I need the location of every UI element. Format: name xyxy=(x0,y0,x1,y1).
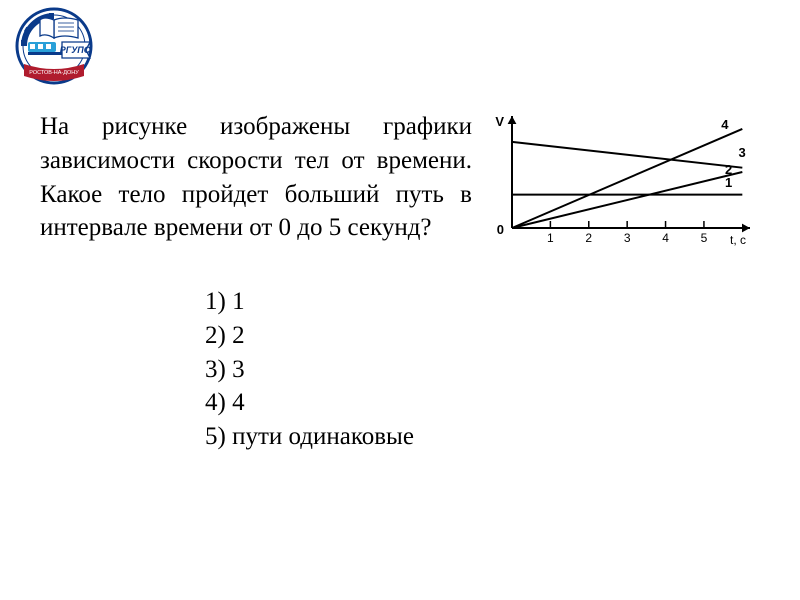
svg-text:4: 4 xyxy=(721,117,729,132)
svg-text:0: 0 xyxy=(497,222,504,237)
option-num: 4) xyxy=(205,389,226,416)
svg-text:РОСТОВ-НА-ДОНУ: РОСТОВ-НА-ДОНУ xyxy=(29,70,79,76)
option-num: 5) xyxy=(205,423,226,450)
option-label: 3 xyxy=(232,356,245,383)
svg-text:3: 3 xyxy=(624,231,631,245)
answer-options: 1) 1 2) 2 3) 3 4) 4 5) пути одинаковые xyxy=(205,285,760,454)
svg-text:2: 2 xyxy=(585,231,592,245)
option-5: 5) пути одинаковые xyxy=(205,420,760,454)
question-text: На рисунке изображены графики зависимост… xyxy=(40,110,472,245)
option-2: 2) 2 xyxy=(205,319,760,353)
svg-text:t, с: t, с xyxy=(730,233,746,247)
institution-logo: РГУПС РОСТОВ-НА-ДОНУ xyxy=(14,6,94,86)
svg-text:4: 4 xyxy=(662,231,669,245)
svg-text:3: 3 xyxy=(738,145,745,160)
svg-text:1: 1 xyxy=(725,175,732,190)
option-4: 4) 4 xyxy=(205,386,760,420)
option-label: 2 xyxy=(232,322,245,349)
svg-text:РГУПС: РГУПС xyxy=(60,45,91,55)
svg-text:V: V xyxy=(495,114,504,129)
option-label: пути одинаковые xyxy=(232,423,414,450)
option-3: 3) 3 xyxy=(205,353,760,387)
svg-text:5: 5 xyxy=(701,231,708,245)
option-1: 1) 1 xyxy=(205,285,760,319)
option-num: 3) xyxy=(205,356,226,383)
option-label: 4 xyxy=(232,389,245,416)
velocity-time-chart: 12345t, с0V1234 xyxy=(490,110,760,255)
option-num: 2) xyxy=(205,322,226,349)
option-label: 1 xyxy=(232,288,245,315)
svg-text:1: 1 xyxy=(547,231,554,245)
option-num: 1) xyxy=(205,288,226,315)
svg-text:2: 2 xyxy=(725,162,732,177)
